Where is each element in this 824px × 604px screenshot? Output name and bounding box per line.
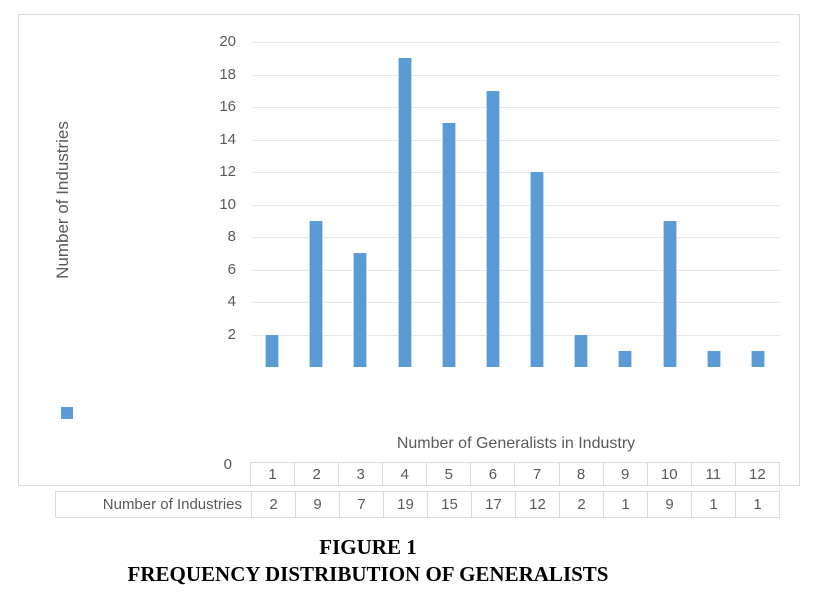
bar-category-5 <box>441 123 456 367</box>
data-table-values-row: Number of Industries 2 9 7 19 15 17 12 2 1 9 1 1 <box>55 491 780 518</box>
y-axis-tick-label-16: 16 <box>219 98 236 115</box>
table-value-cell-12: 1 <box>735 492 779 517</box>
bar-category-4 <box>397 58 412 367</box>
data-table-category-row: 1 2 3 4 5 6 7 8 9 10 11 12 <box>250 462 780 486</box>
gridline-y-10 <box>252 204 780 206</box>
table-category-cell-3: 3 <box>338 463 382 485</box>
table-category-cell-12: 12 <box>734 463 779 485</box>
table-category-cell-10: 10 <box>646 463 691 485</box>
gridline-y-18 <box>252 74 780 76</box>
bar-category-12 <box>750 350 765 367</box>
table-category-cell-2: 2 <box>294 463 338 485</box>
bar-category-3 <box>353 253 368 367</box>
figure-caption: FIGURE 1 FREQUENCY DISTRIBUTION OF GENER… <box>0 534 736 588</box>
gridline-y-6 <box>252 269 780 271</box>
figure-number: FIGURE 1 <box>319 535 417 559</box>
table-value-cell-11: 1 <box>691 492 735 517</box>
y-axis-tick-label-12: 12 <box>219 163 236 180</box>
gridline-y-12 <box>252 172 780 173</box>
bar-category-6 <box>485 90 500 367</box>
x-axis-title: Number of Generalists in Industry <box>396 435 636 452</box>
table-category-cell-11: 11 <box>690 463 735 485</box>
y-axis-tick-label-8: 8 <box>227 228 236 245</box>
table-category-cell-9: 9 <box>602 463 647 485</box>
table-category-cell-5: 5 <box>426 463 470 485</box>
gridline-y-20 <box>252 42 780 43</box>
bar-category-1 <box>265 334 280 367</box>
bar-category-7 <box>530 172 545 367</box>
gridline-y-4 <box>252 302 780 303</box>
y-axis-tick-label-14: 14 <box>219 130 236 148</box>
table-category-cell-8: 8 <box>558 463 603 485</box>
table-value-cell-4: 19 <box>383 492 427 517</box>
bar-category-2 <box>309 220 324 367</box>
table-category-cell-1: 1 <box>268 465 277 483</box>
bar-category-11 <box>706 350 721 367</box>
bar-category-9 <box>618 350 633 367</box>
table-value-cell-3: 7 <box>339 492 383 517</box>
table-category-cell-7: 7 <box>514 463 558 485</box>
y-axis-title: Number of Industries <box>53 121 72 279</box>
bar-category-8 <box>574 334 589 367</box>
figure-title: FREQUENCY DISTRIBUTION OF GENERALISTS <box>127 562 609 586</box>
table-value-cell-7: 12 <box>515 492 559 517</box>
y-axis-tick-label-6: 6 <box>227 260 236 278</box>
table-category-cell-6: 6 <box>470 463 514 485</box>
table-category-cell-4: 4 <box>382 463 426 485</box>
y-axis-tick-label-20: 20 <box>219 33 236 50</box>
table-value-cell-2: 9 <box>295 492 339 517</box>
table-value-cell-10: 9 <box>647 492 691 517</box>
y-axis-tick-label-18: 18 <box>219 65 236 83</box>
table-value-cell-6: 17 <box>471 492 515 517</box>
table-value-cell-9: 1 <box>603 492 647 517</box>
gridline-y-2 <box>252 334 780 336</box>
table-value-cell-5: 15 <box>427 492 471 517</box>
y-axis-tick-label-4: 4 <box>227 293 236 310</box>
y-axis-zero-tick-label: 0 <box>223 456 232 473</box>
bar-category-10 <box>662 220 677 367</box>
gridline-y-16 <box>252 107 780 108</box>
gridline-y-8 <box>252 237 780 238</box>
data-table-row-label: Number of Industries <box>102 496 242 513</box>
legend-key-swatch <box>61 407 73 419</box>
gridline-y-14 <box>252 139 780 141</box>
table-value-cell-1: 2 <box>251 492 295 517</box>
table-value-cell-8: 2 <box>559 492 603 517</box>
y-axis-tick-label-2: 2 <box>227 325 236 343</box>
y-axis-tick-label-10: 10 <box>219 195 236 213</box>
